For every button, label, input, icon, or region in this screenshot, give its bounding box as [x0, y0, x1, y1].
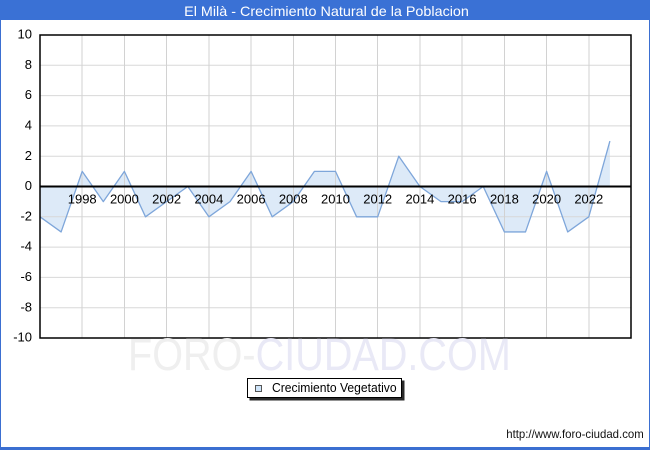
svg-text:2008: 2008	[279, 192, 308, 207]
svg-text:2006: 2006	[237, 192, 266, 207]
svg-text:2012: 2012	[363, 192, 392, 207]
svg-text:2016: 2016	[448, 192, 477, 207]
svg-text:6: 6	[25, 87, 32, 102]
svg-text:-8: -8	[20, 299, 32, 314]
svg-text:4: 4	[25, 118, 32, 133]
svg-text:2010: 2010	[321, 192, 350, 207]
svg-text:2022: 2022	[574, 192, 603, 207]
svg-text:8: 8	[25, 57, 32, 72]
svg-text:-6: -6	[20, 269, 32, 284]
svg-text:2004: 2004	[194, 192, 223, 207]
svg-text:2020: 2020	[532, 192, 561, 207]
svg-text:2018: 2018	[490, 192, 519, 207]
svg-text:-10: -10	[13, 330, 32, 345]
svg-text:2000: 2000	[110, 192, 139, 207]
svg-text:2: 2	[25, 148, 32, 163]
svg-text:2002: 2002	[152, 192, 181, 207]
svg-text:-2: -2	[20, 208, 32, 223]
svg-text:10: 10	[18, 27, 32, 42]
svg-text:0: 0	[25, 178, 32, 193]
svg-text:1998: 1998	[68, 192, 97, 207]
svg-text:-4: -4	[20, 239, 32, 254]
svg-text:2014: 2014	[405, 192, 434, 207]
